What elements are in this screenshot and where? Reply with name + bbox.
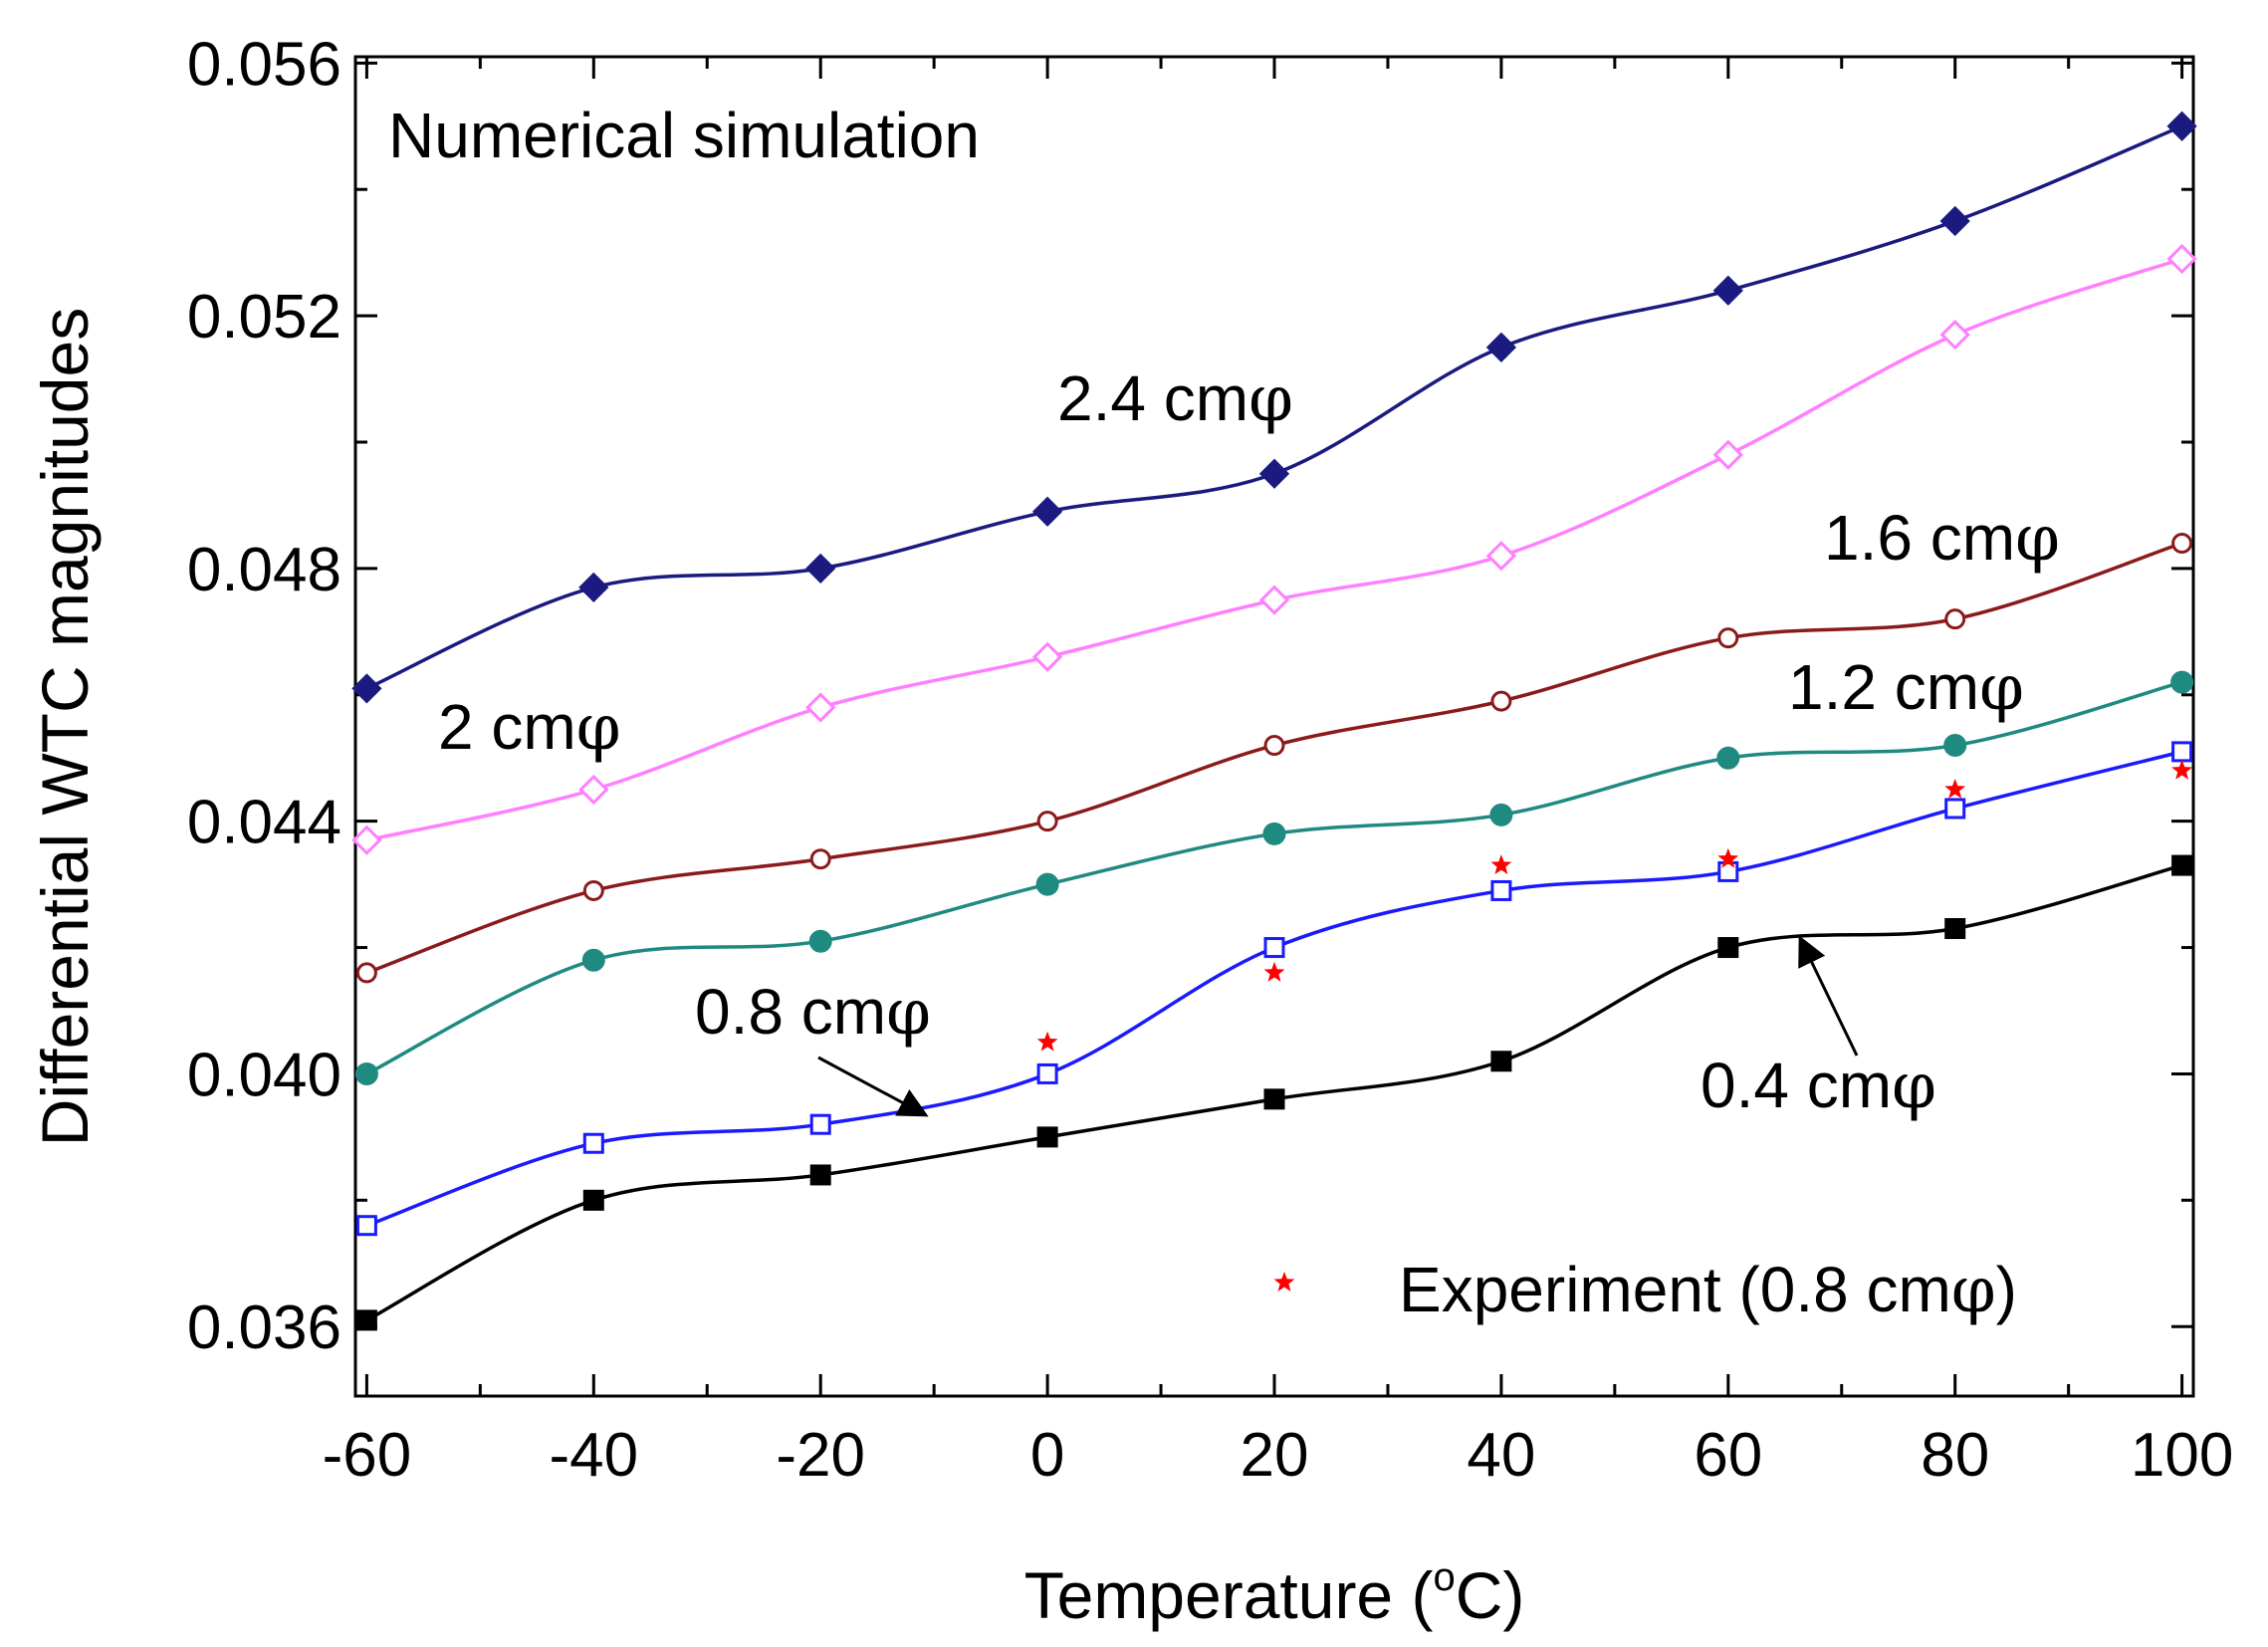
series-point (1490, 1051, 1512, 1072)
experiment-point (1944, 778, 1966, 799)
experiment-point (1263, 961, 1285, 982)
arrow-0.4cm (1798, 935, 1859, 1057)
series-point (1036, 1062, 1058, 1084)
experiment-point (1490, 854, 1512, 874)
series-point (1036, 811, 1058, 832)
x-tick-label: -20 (776, 1421, 865, 1490)
series-point (1717, 860, 1739, 882)
series-point (355, 962, 377, 984)
series-point (808, 929, 832, 953)
series-point (578, 774, 609, 806)
series-point (1258, 585, 1290, 615)
series-point (582, 1189, 604, 1211)
series-point (2170, 670, 2194, 694)
series-point (1939, 320, 1970, 351)
series-point (1944, 608, 1966, 630)
series-lines (365, 124, 2183, 1322)
plot-frame (353, 55, 2195, 1398)
series-point (1944, 918, 1966, 940)
axis-ticks: -60 -40 -20 0 20 40 60 80 100 0.036 0.040 0.044 0.04… (187, 30, 2233, 1490)
x-tick-label: 80 (1921, 1421, 1989, 1490)
y-axis-title: Differential WTC magnitudes (28, 308, 102, 1146)
series-label-0.8cm: 0.8 cmφ (695, 976, 931, 1050)
series-point (355, 1309, 377, 1331)
series-point (1485, 541, 1517, 572)
arrow-0.8cm (817, 1056, 929, 1117)
y-tick-label: 0.040 (187, 1041, 341, 1109)
series-point (1490, 690, 1512, 712)
series-point (1490, 879, 1512, 901)
series-point (355, 1215, 377, 1237)
series-point (1712, 275, 1743, 306)
series-point (1717, 937, 1739, 959)
experiment-point (1036, 1031, 1058, 1052)
x-tick-label: 60 (1694, 1421, 1762, 1490)
y-tick-label: 0.036 (187, 1294, 341, 1362)
experiment-point (1717, 847, 1739, 868)
series-point (1716, 746, 1740, 770)
x-axis-title: Temperature (oC) (1024, 1555, 1525, 1632)
series-point (1712, 439, 1743, 470)
y-tick-label: 0.048 (187, 536, 341, 604)
series-label-2cm: 2 cmφ (438, 691, 621, 765)
simulation-annotation: Numerical simulation (388, 100, 980, 171)
series-point (1263, 735, 1285, 757)
y-tick-label: 0.052 (187, 283, 341, 352)
series-label-2.4cm: 2.4 cmφ (1057, 362, 1293, 436)
series-label-0.4cm: 0.4 cmφ (1701, 1050, 1936, 1123)
series-point (578, 572, 609, 603)
series-point (1031, 496, 1063, 527)
series-label-1.6cm: 1.6 cmφ (1824, 502, 2060, 576)
series-point (809, 1113, 831, 1135)
series-point (582, 1132, 604, 1154)
series-point (1036, 1126, 1058, 1148)
series-point (805, 553, 836, 585)
x-tick-label: 40 (1467, 1421, 1535, 1490)
series-point (2166, 243, 2197, 275)
series-point (1263, 937, 1285, 959)
x-tick-label: 20 (1241, 1421, 1309, 1490)
series-point (1258, 458, 1290, 489)
series-point (581, 948, 605, 972)
x-tick-label: 0 (1030, 1421, 1064, 1490)
series-point (582, 879, 604, 901)
x-tick-label: -40 (549, 1421, 638, 1490)
series-point (351, 824, 382, 855)
series-point (1717, 627, 1739, 649)
y-tick-label: 0.044 (187, 789, 341, 857)
legend: Experiment (0.8 cmφ) (1273, 1254, 2017, 1327)
series-point (2171, 533, 2193, 555)
series-point (1485, 332, 1517, 362)
series-point (354, 1061, 378, 1085)
series-point (2166, 111, 2197, 141)
y-tick-label: 0.056 (187, 30, 341, 99)
series-point (1031, 641, 1063, 672)
series-point (1035, 872, 1059, 896)
series-point (2171, 854, 2193, 876)
series-point (1263, 1088, 1285, 1110)
x-tick-label: 100 (2131, 1421, 2233, 1490)
legend-experiment-label: Experiment (0.8 cmφ) (1399, 1254, 2017, 1327)
series-point (1939, 205, 1970, 237)
experiment-markers (1036, 759, 2193, 1052)
series-point (1489, 803, 1513, 826)
series-label-1.2cm: 1.2 cmφ (1788, 651, 2024, 725)
legend-experiment-marker (1273, 1272, 1295, 1292)
x-tick-label: -60 (323, 1421, 412, 1490)
series-point (351, 673, 382, 704)
series-point (1262, 822, 1286, 845)
series-markers (351, 111, 2197, 1331)
experiment-point (2171, 759, 2193, 780)
series-point (809, 848, 831, 870)
series-point (1943, 734, 1967, 758)
series-point (2171, 741, 2193, 763)
series-point (809, 1164, 831, 1186)
series-point (1944, 798, 1966, 820)
series-point (805, 692, 836, 723)
